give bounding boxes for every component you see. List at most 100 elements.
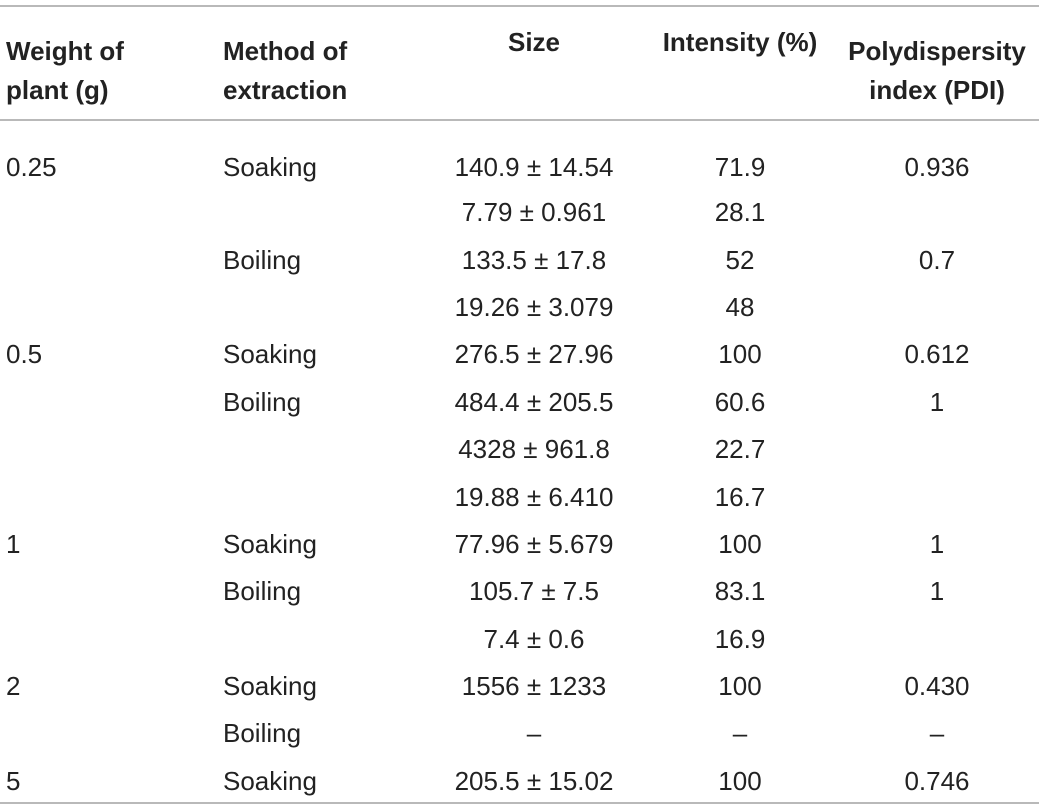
cell-pdi bbox=[835, 616, 1039, 663]
cell-intensity: 100 bbox=[718, 528, 762, 559]
table-body: 0.25 Soaking 140.9 ± 14.54 71.9 0.936 7.79 ± … bbox=[0, 135, 1039, 805]
cell-intensity: 52 bbox=[725, 244, 755, 275]
cell-pdi: 0.612 bbox=[904, 339, 970, 370]
header-row: Weight of plant (g) Method of extraction… bbox=[0, 7, 1039, 135]
table-row: 19.26 ± 3.079 48 bbox=[0, 284, 1039, 331]
cell-weight: 0.25 bbox=[6, 151, 57, 182]
cell-size: – bbox=[526, 718, 542, 749]
table-row: 2 Soaking 1556 ± 1233 100 0.430 bbox=[0, 663, 1039, 710]
header-weight: Weight of plant (g) bbox=[0, 7, 223, 135]
cell-pdi bbox=[835, 426, 1039, 473]
cell-intensity: 100 bbox=[718, 671, 762, 702]
cell-intensity: 100 bbox=[718, 765, 762, 796]
table-row: Boiling 105.7 ± 7.5 83.1 1 bbox=[0, 568, 1039, 615]
cell-method: Soaking bbox=[223, 765, 317, 796]
cell-pdi bbox=[835, 473, 1039, 520]
header-pdi-line2: index (PDI) bbox=[869, 75, 1005, 105]
cell-weight bbox=[0, 473, 223, 520]
header-intensity: Intensity (%) bbox=[645, 7, 835, 135]
table-row: 0.5 Soaking 276.5 ± 27.96 100 0.612 bbox=[0, 331, 1039, 378]
cell-pdi bbox=[835, 189, 1039, 236]
table-row: 0.25 Soaking 140.9 ± 14.54 71.9 0.936 bbox=[0, 135, 1039, 189]
results-table: Weight of plant (g) Method of extraction… bbox=[0, 7, 1039, 805]
cell-weight bbox=[0, 236, 223, 283]
cell-pdi: 0.746 bbox=[904, 765, 970, 796]
cell-size: 19.26 ± 3.079 bbox=[454, 291, 614, 322]
cell-pdi: 1 bbox=[929, 528, 945, 559]
cell-intensity: 71.9 bbox=[714, 151, 766, 182]
cell-size: 484.4 ± 205.5 bbox=[454, 386, 614, 417]
table-row: 19.88 ± 6.410 16.7 bbox=[0, 473, 1039, 520]
cell-size: 7.4 ± 0.6 bbox=[483, 623, 585, 654]
cell-method: Boiling bbox=[223, 576, 302, 607]
header-size: Size bbox=[423, 7, 645, 135]
header-weight-line2: plant (g) bbox=[6, 75, 109, 105]
cell-weight: 5 bbox=[6, 765, 21, 796]
cell-weight bbox=[0, 426, 223, 473]
cell-weight: 2 bbox=[6, 671, 21, 702]
cell-method bbox=[223, 284, 423, 331]
cell-intensity: 28.1 bbox=[714, 197, 766, 228]
cell-method bbox=[223, 189, 423, 236]
cell-pdi: 0.430 bbox=[904, 671, 970, 702]
cell-intensity: 100 bbox=[718, 339, 762, 370]
table-row: Boiling 484.4 ± 205.5 60.6 1 bbox=[0, 379, 1039, 426]
table-row: Boiling – – – bbox=[0, 710, 1039, 757]
cell-method: Soaking bbox=[223, 671, 317, 702]
cell-weight: 0.5 bbox=[6, 339, 43, 370]
cell-size: 1556 ± 1233 bbox=[461, 671, 607, 702]
table-row: 1 Soaking 77.96 ± 5.679 100 1 bbox=[0, 521, 1039, 568]
cell-weight bbox=[0, 379, 223, 426]
cell-size: 276.5 ± 27.96 bbox=[454, 339, 614, 370]
cell-weight bbox=[0, 568, 223, 615]
cell-method bbox=[223, 616, 423, 663]
cell-method: Soaking bbox=[223, 528, 317, 559]
header-method: Method of extraction bbox=[223, 7, 423, 135]
table-top-rule bbox=[0, 5, 1039, 7]
cell-method: Boiling bbox=[223, 718, 302, 749]
cell-size: 4328 ± 961.8 bbox=[458, 434, 610, 465]
cell-method: Boiling bbox=[223, 244, 302, 275]
cell-method bbox=[223, 426, 423, 473]
table-row: Boiling 133.5 ± 17.8 52 0.7 bbox=[0, 236, 1039, 283]
cell-size: 77.96 ± 5.679 bbox=[454, 528, 614, 559]
cell-pdi: 1 bbox=[929, 576, 945, 607]
cell-method: Soaking bbox=[223, 339, 317, 370]
header-pdi-line1: Polydispersity bbox=[848, 36, 1026, 66]
cell-intensity: 48 bbox=[725, 291, 755, 322]
cell-method: Soaking bbox=[223, 151, 317, 182]
cell-weight: 1 bbox=[6, 528, 21, 559]
header-pdi: Polydispersity index (PDI) bbox=[835, 7, 1039, 135]
cell-intensity: 60.6 bbox=[714, 386, 766, 417]
cell-intensity: 83.1 bbox=[714, 576, 766, 607]
cell-pdi: 1 bbox=[929, 386, 945, 417]
cell-pdi: 0.7 bbox=[918, 244, 956, 275]
table-row: 7.79 ± 0.961 28.1 bbox=[0, 189, 1039, 236]
cell-intensity: – bbox=[732, 718, 748, 749]
cell-weight bbox=[0, 189, 223, 236]
cell-weight bbox=[0, 710, 223, 757]
cell-size: 7.79 ± 0.961 bbox=[461, 197, 607, 228]
cell-size: 105.7 ± 7.5 bbox=[469, 576, 599, 607]
table-row: 7.4 ± 0.6 16.9 bbox=[0, 616, 1039, 663]
header-weight-line1: Weight of bbox=[6, 36, 124, 66]
cell-pdi: – bbox=[929, 718, 945, 749]
cell-intensity: 22.7 bbox=[714, 434, 766, 465]
cell-method: Boiling bbox=[223, 386, 302, 417]
cell-pdi bbox=[835, 284, 1039, 331]
header-method-line1: Method of bbox=[223, 36, 348, 66]
cell-method bbox=[223, 473, 423, 520]
cell-size: 140.9 ± 14.54 bbox=[454, 151, 614, 182]
table-row: 4328 ± 961.8 22.7 bbox=[0, 426, 1039, 473]
header-size-line1: Size bbox=[507, 27, 561, 57]
table-bottom-rule bbox=[0, 802, 1039, 804]
cell-size: 19.88 ± 6.410 bbox=[454, 481, 614, 512]
header-intensity-line1: Intensity (%) bbox=[662, 27, 818, 57]
header-method-line2: extraction bbox=[223, 75, 348, 105]
cell-size: 133.5 ± 17.8 bbox=[461, 244, 607, 275]
cell-weight bbox=[0, 616, 223, 663]
cell-intensity: 16.7 bbox=[714, 481, 766, 512]
cell-weight bbox=[0, 284, 223, 331]
table-header: Weight of plant (g) Method of extraction… bbox=[0, 7, 1039, 135]
